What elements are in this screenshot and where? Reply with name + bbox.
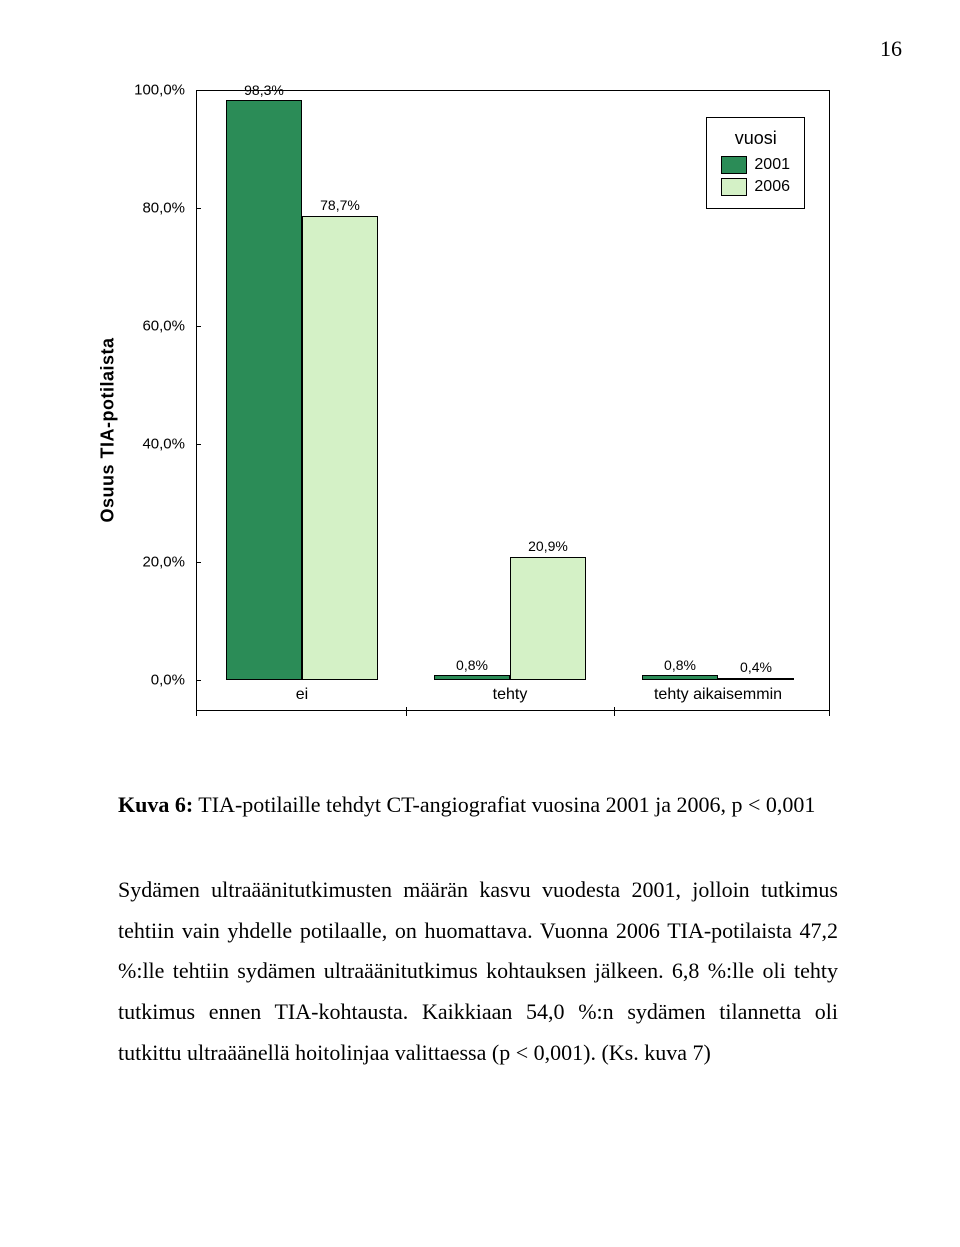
x-tick-label: tehty aikaisemmin [654, 686, 782, 704]
bar [434, 675, 510, 680]
figure-caption: Kuva 6: TIA-potilaille tehdyt CT-angiogr… [118, 790, 838, 820]
x-tick-mark [614, 707, 615, 716]
bar [510, 557, 586, 680]
bar-value-label: 20,9% [528, 538, 568, 554]
y-tick-label: 80,0% [142, 200, 185, 217]
y-tick-label: 100,0% [134, 82, 185, 99]
bar-value-label: 78,7% [320, 197, 360, 213]
x-tick-mark [196, 707, 197, 716]
x-tick-mark [406, 707, 407, 716]
bar [226, 100, 302, 680]
caption-text: TIA-potilaille tehdyt CT-angiografiat vu… [193, 792, 815, 817]
bar-value-label: 0,8% [664, 657, 696, 673]
bar [718, 678, 794, 680]
y-tick-label: 20,0% [142, 554, 185, 571]
caption-prefix: Kuva 6: [118, 792, 193, 817]
bar [302, 216, 378, 680]
page: 16 Osuus TIA-potilaista 0,0% 20,0% 40,0%… [0, 0, 960, 1247]
plot-area: 98,3% 78,7% 0,8% 20,9% 0,8% 0,4% [196, 90, 830, 680]
bar [642, 675, 718, 680]
x-tick-mark [829, 707, 830, 716]
body-paragraph: Sydämen ultraäänitutkimusten määrän kasv… [118, 870, 838, 1073]
x-tick-label: ei [296, 686, 308, 704]
bar-value-label: 0,4% [740, 659, 772, 675]
y-tick-label: 0,0% [151, 672, 185, 689]
page-number: 16 [880, 36, 902, 62]
y-tick-label: 60,0% [142, 318, 185, 335]
y-tick-label: 40,0% [142, 436, 185, 453]
bar-value-label: 98,3% [244, 82, 284, 98]
y-axis-label: Osuus TIA-potilaista [98, 337, 119, 522]
bar-value-label: 0,8% [456, 657, 488, 673]
chart-container: Osuus TIA-potilaista 0,0% 20,0% 40,0% 60… [120, 90, 830, 770]
x-tick-label: tehty [493, 686, 528, 704]
